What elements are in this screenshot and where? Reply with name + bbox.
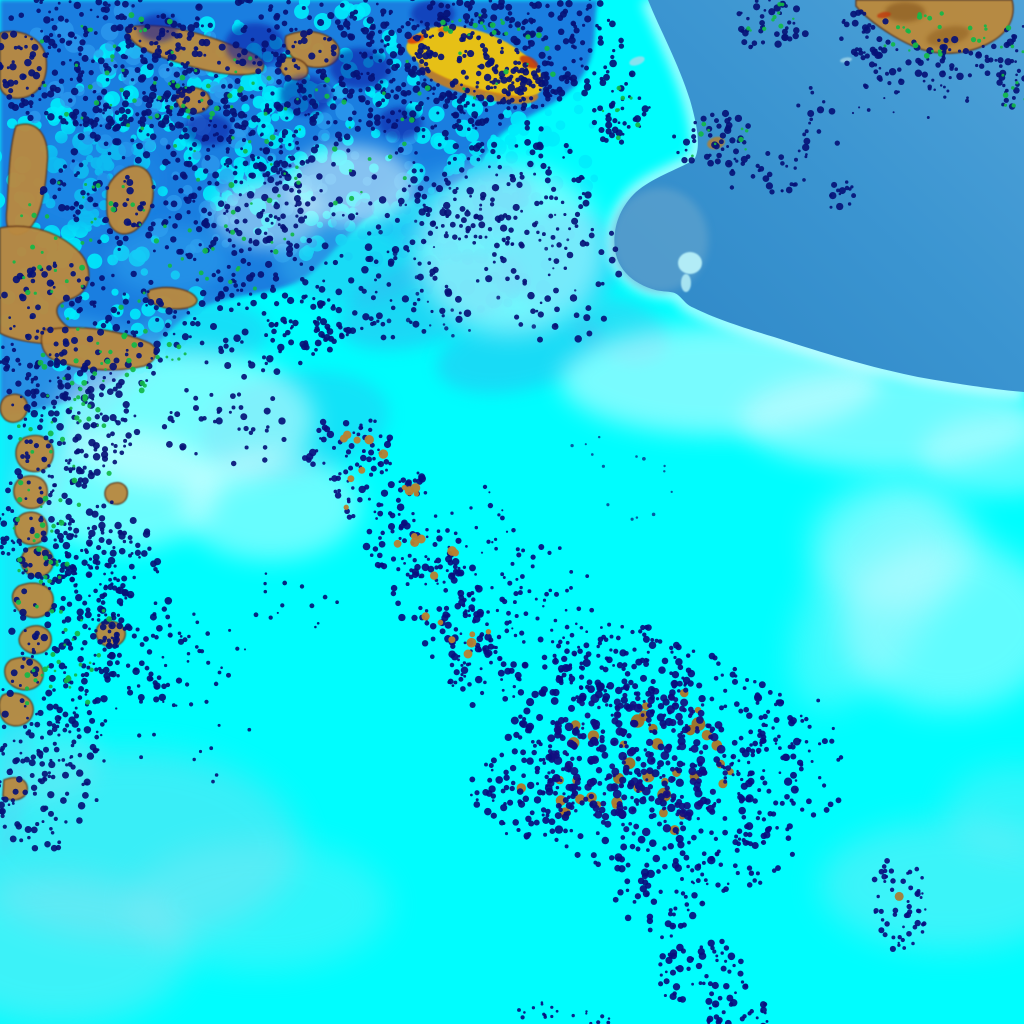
gulf-island-and-sea-details [612, 56, 852, 292]
sea-region [614, 0, 1024, 392]
